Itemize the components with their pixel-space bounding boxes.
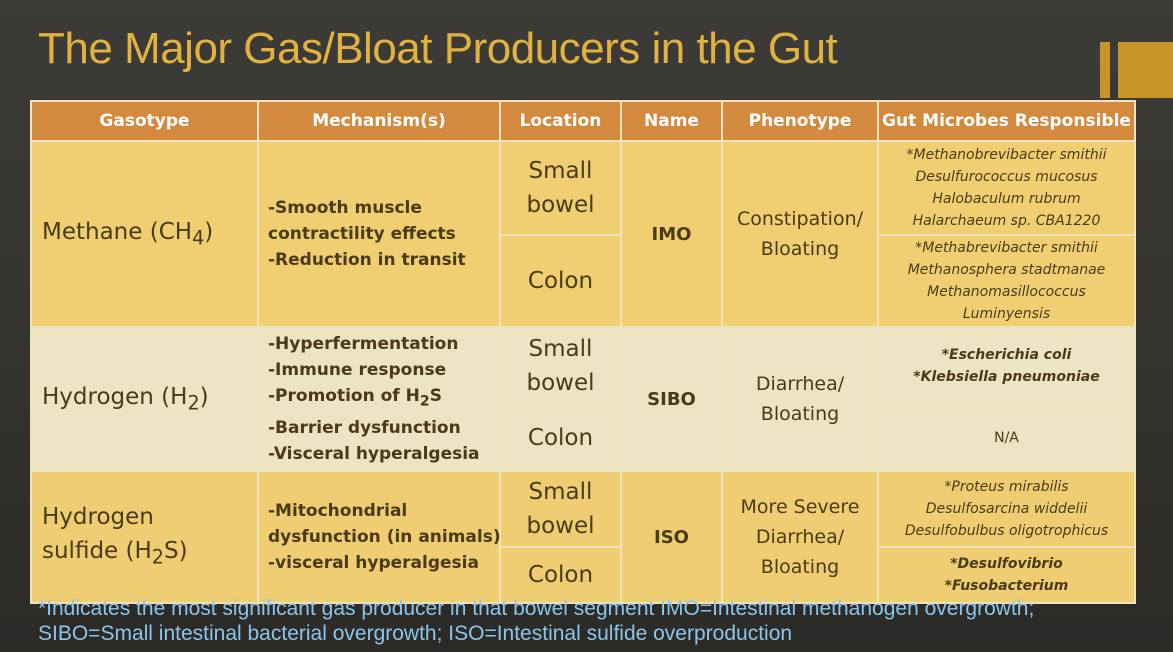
header-gut-microbes: Gut Microbes Responsible xyxy=(877,100,1136,142)
table-header-row: Gasotype Mechanism(s) Location Name Phen… xyxy=(30,100,1136,142)
location-small-bowel: Small bowel xyxy=(499,140,622,236)
phenotype-methane: Constipation/ Bloating xyxy=(721,140,879,328)
location-colon: Colon xyxy=(499,404,622,472)
name-imo: IMO xyxy=(620,140,723,328)
microbes-methane-small-bowel: *Methanobrevibacter smithii Desulfurococ… xyxy=(877,140,1136,236)
location-colon: Colon xyxy=(499,234,622,328)
footnote-line-2: SIBO=Small intestinal bacterial overgrow… xyxy=(38,622,793,645)
slide-title: The Major Gas/Bloat Producers in the Gut xyxy=(38,24,838,73)
location-small-bowel: Small bowel xyxy=(499,470,622,548)
mechanisms-methane: -Smooth muscle contractility effects -Re… xyxy=(257,140,501,328)
phenotype-hydrogen: Diarrhea/ Bloating xyxy=(721,326,879,472)
microbes-hydrogen-sulfide-small-bowel: *Proteus mirabilis Desulfosarcina widdel… xyxy=(877,470,1136,548)
microbes-hydrogen-colon: N/A xyxy=(877,404,1136,472)
table-row-hydrogen-sulfide: Hydrogen sulfide (H2S) -Mitochondrial dy… xyxy=(30,470,1136,604)
table-row-methane: Methane (CH4) -Smooth muscle contractili… xyxy=(30,140,1136,328)
table-row-hydrogen: Hydrogen (H2) -Hyperfermentation -Immune… xyxy=(30,326,1136,472)
accent-bar xyxy=(1100,42,1110,98)
footnote-line-1: *Indicates the most significant gas prod… xyxy=(38,597,1035,620)
gasotype-hydrogen-sulfide: Hydrogen sulfide (H2S) xyxy=(30,470,259,604)
table-row-hydrogen-colon: Colon N/A xyxy=(31,404,1136,472)
header-gasotype: Gasotype xyxy=(30,100,259,142)
table-row-hydrogen-sulfide-colon: Colon *Desulfovibrio *Fusobacterium xyxy=(31,546,1136,604)
mechanisms-hydrogen-sulfide: -Mitochondrial dysfunction (in animals) … xyxy=(257,470,501,604)
name-iso: ISO xyxy=(620,470,723,604)
gasotype-methane: Methane (CH4) xyxy=(30,140,259,328)
name-sibo: SIBO xyxy=(620,326,723,472)
header-name: Name xyxy=(620,100,723,142)
gasotype-hydrogen: Hydrogen (H2) xyxy=(30,326,259,472)
microbes-hydrogen-sulfide-colon: *Desulfovibrio *Fusobacterium xyxy=(877,546,1136,604)
microbes-methane-colon: *Methabrevibacter smithii Methanosphera … xyxy=(877,234,1136,328)
mechanisms-hydrogen: -Hyperfermentation -Immune response -Pro… xyxy=(257,326,501,472)
footnote: *Indicates the most significant gas prod… xyxy=(38,596,1168,646)
phenotype-hydrogen-sulfide: More Severe Diarrhea/ Bloating xyxy=(721,470,879,604)
table-row-methane-colon: Colon *Methabrevibacter smithii Methanos… xyxy=(31,234,1136,328)
header-phenotype: Phenotype xyxy=(721,100,879,142)
gas-producers-table: Gasotype Mechanism(s) Location Name Phen… xyxy=(30,100,1136,604)
location-small-bowel: Small bowel xyxy=(499,326,622,406)
location-colon: Colon xyxy=(499,546,622,604)
accent-block xyxy=(1118,42,1173,98)
header-location: Location xyxy=(499,100,622,142)
microbes-hydrogen-small-bowel: *Escherichia coli *Klebsiella pneumoniae xyxy=(877,326,1136,406)
header-mechanisms: Mechanism(s) xyxy=(257,100,501,142)
